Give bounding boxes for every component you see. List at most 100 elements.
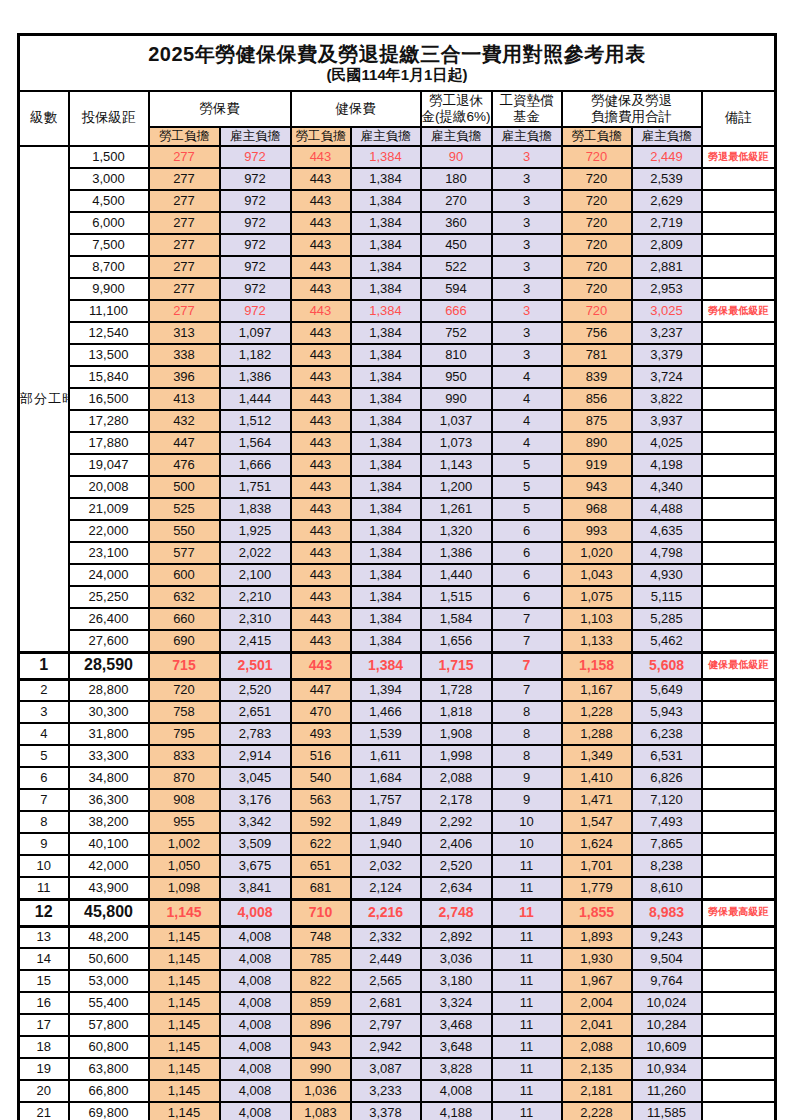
- pension-employer-cell: 2,292: [421, 811, 492, 833]
- pension-employer-cell: 1,200: [421, 476, 492, 498]
- health-employer-cell: 1,940: [351, 833, 421, 855]
- remark-cell: [702, 432, 776, 454]
- table-row: 1655,4001,1454,0088592,6813,324112,00410…: [19, 992, 776, 1014]
- bracket-cell: 42,000: [69, 855, 149, 877]
- remark-cell: [702, 745, 776, 767]
- page-subtitle: (民國114年1月1日起): [20, 67, 774, 83]
- total-employee-cell: 720: [562, 300, 632, 322]
- wage-fund-employer-cell: 3: [492, 300, 562, 322]
- labor-employee-cell: 1,145: [149, 1102, 220, 1120]
- pension-employer-cell: 522: [421, 256, 492, 278]
- health-employee-cell: 443: [291, 432, 351, 454]
- wage-fund-employer-cell: 5: [492, 498, 562, 520]
- table-row: 11,1002779724431,38466637203,025勞保最低級距: [19, 300, 776, 322]
- health-employer-cell: 1,384: [351, 630, 421, 652]
- bracket-cell: 63,800: [69, 1058, 149, 1080]
- labor-employer-cell: 3,841: [220, 877, 291, 899]
- col-header-remark: 備註: [702, 91, 776, 146]
- subheader-health-employee: 勞工負擔: [291, 127, 351, 146]
- pension-header-line2: 金(提繳6%): [422, 110, 491, 124]
- labor-employee-cell: 1,145: [149, 926, 220, 948]
- remark-cell: [702, 992, 776, 1014]
- pension-employer-cell: 1,073: [421, 432, 492, 454]
- total-employer-cell: 2,953: [632, 278, 702, 300]
- table-row: 1348,2001,1454,0087482,3322,892111,8939,…: [19, 926, 776, 948]
- total-employer-cell: 10,934: [632, 1058, 702, 1080]
- remark-cell: [702, 855, 776, 877]
- total-employee-cell: 1,075: [562, 586, 632, 608]
- labor-employer-cell: 972: [220, 212, 291, 234]
- labor-employee-cell: 1,145: [149, 992, 220, 1014]
- table-row: 128,5907152,5014431,3841,71571,1585,608健…: [19, 652, 776, 679]
- wage-fund-employer-cell: 9: [492, 767, 562, 789]
- labor-employer-cell: 1,925: [220, 520, 291, 542]
- labor-employee-cell: 1,145: [149, 970, 220, 992]
- total-employee-cell: 720: [562, 168, 632, 190]
- labor-employer-cell: 1,751: [220, 476, 291, 498]
- col-header-pension: 勞工退休 金(提繳6%): [421, 91, 492, 127]
- total-employer-cell: 9,764: [632, 970, 702, 992]
- table-row: 1143,9001,0983,8416812,1242,634111,7798,…: [19, 877, 776, 899]
- health-employer-cell: 2,681: [351, 992, 421, 1014]
- remark-cell: [702, 679, 776, 701]
- level-cell: 2: [19, 679, 69, 701]
- wage-fund-employer-cell: 5: [492, 454, 562, 476]
- pension-employer-cell: 2,178: [421, 789, 492, 811]
- health-employee-cell: 443: [291, 652, 351, 679]
- wage-fund-employer-cell: 6: [492, 542, 562, 564]
- wage-fund-employer-cell: 11: [492, 899, 562, 926]
- table-row: 2169,8001,1454,0081,0833,3784,188112,228…: [19, 1102, 776, 1120]
- bracket-cell: 8,700: [69, 256, 149, 278]
- table-row: 22,0005501,9254431,3841,32069934,635: [19, 520, 776, 542]
- wage-fund-employer-cell: 3: [492, 190, 562, 212]
- remark-cell: [702, 811, 776, 833]
- labor-employee-cell: 1,145: [149, 1058, 220, 1080]
- labor-employer-cell: 2,210: [220, 586, 291, 608]
- wage-fund-employer-cell: 8: [492, 745, 562, 767]
- health-employer-cell: 1,384: [351, 410, 421, 432]
- remark-cell: [702, 476, 776, 498]
- labor-employee-cell: 720: [149, 679, 220, 701]
- total-employee-cell: 1,471: [562, 789, 632, 811]
- remark-cell: [702, 630, 776, 652]
- total-employer-cell: 4,798: [632, 542, 702, 564]
- health-employee-cell: 443: [291, 234, 351, 256]
- pension-employer-cell: 270: [421, 190, 492, 212]
- health-employer-cell: 1,384: [351, 498, 421, 520]
- health-employer-cell: 1,384: [351, 432, 421, 454]
- total-employee-cell: 2,004: [562, 992, 632, 1014]
- total-employer-cell: 4,930: [632, 564, 702, 586]
- health-employer-cell: 3,087: [351, 1058, 421, 1080]
- pension-employer-cell: 950: [421, 366, 492, 388]
- bracket-cell: 38,200: [69, 811, 149, 833]
- bracket-cell: 16,500: [69, 388, 149, 410]
- total-employer-cell: 4,488: [632, 498, 702, 520]
- wage-fund-employer-cell: 3: [492, 168, 562, 190]
- total-employer-cell: 2,719: [632, 212, 702, 234]
- pension-header-line1: 勞工退休: [422, 94, 491, 108]
- wage-fund-employer-cell: 10: [492, 811, 562, 833]
- total-employer-cell: 3,025: [632, 300, 702, 322]
- labor-employer-cell: 2,783: [220, 723, 291, 745]
- labor-employer-cell: 972: [220, 234, 291, 256]
- total-employer-cell: 5,462: [632, 630, 702, 652]
- bracket-cell: 69,800: [69, 1102, 149, 1120]
- total-employee-cell: 1,158: [562, 652, 632, 679]
- table-row: 736,3009083,1765631,7572,17891,4717,120: [19, 789, 776, 811]
- group-header-row: 級數 投保級距 勞保費 健保費 勞工退休 金(提繳6%) 工資墊償 基金 勞健保…: [19, 91, 776, 127]
- wage-fund-employer-cell: 11: [492, 1080, 562, 1102]
- total-employer-cell: 6,238: [632, 723, 702, 745]
- remark-cell: [702, 564, 776, 586]
- pension-employer-cell: 1,143: [421, 454, 492, 476]
- health-employee-cell: 443: [291, 168, 351, 190]
- wage-fund-employer-cell: 7: [492, 679, 562, 701]
- remark-cell: [702, 767, 776, 789]
- table-row: 1245,8001,1454,0087102,2162,748111,8558,…: [19, 899, 776, 926]
- total-employer-cell: 6,531: [632, 745, 702, 767]
- total-employee-cell: 1,043: [562, 564, 632, 586]
- health-employer-cell: 1,684: [351, 767, 421, 789]
- remark-cell: [702, 256, 776, 278]
- health-employee-cell: 443: [291, 520, 351, 542]
- total-employer-cell: 9,243: [632, 926, 702, 948]
- remark-cell: 勞退最低級距: [702, 146, 776, 168]
